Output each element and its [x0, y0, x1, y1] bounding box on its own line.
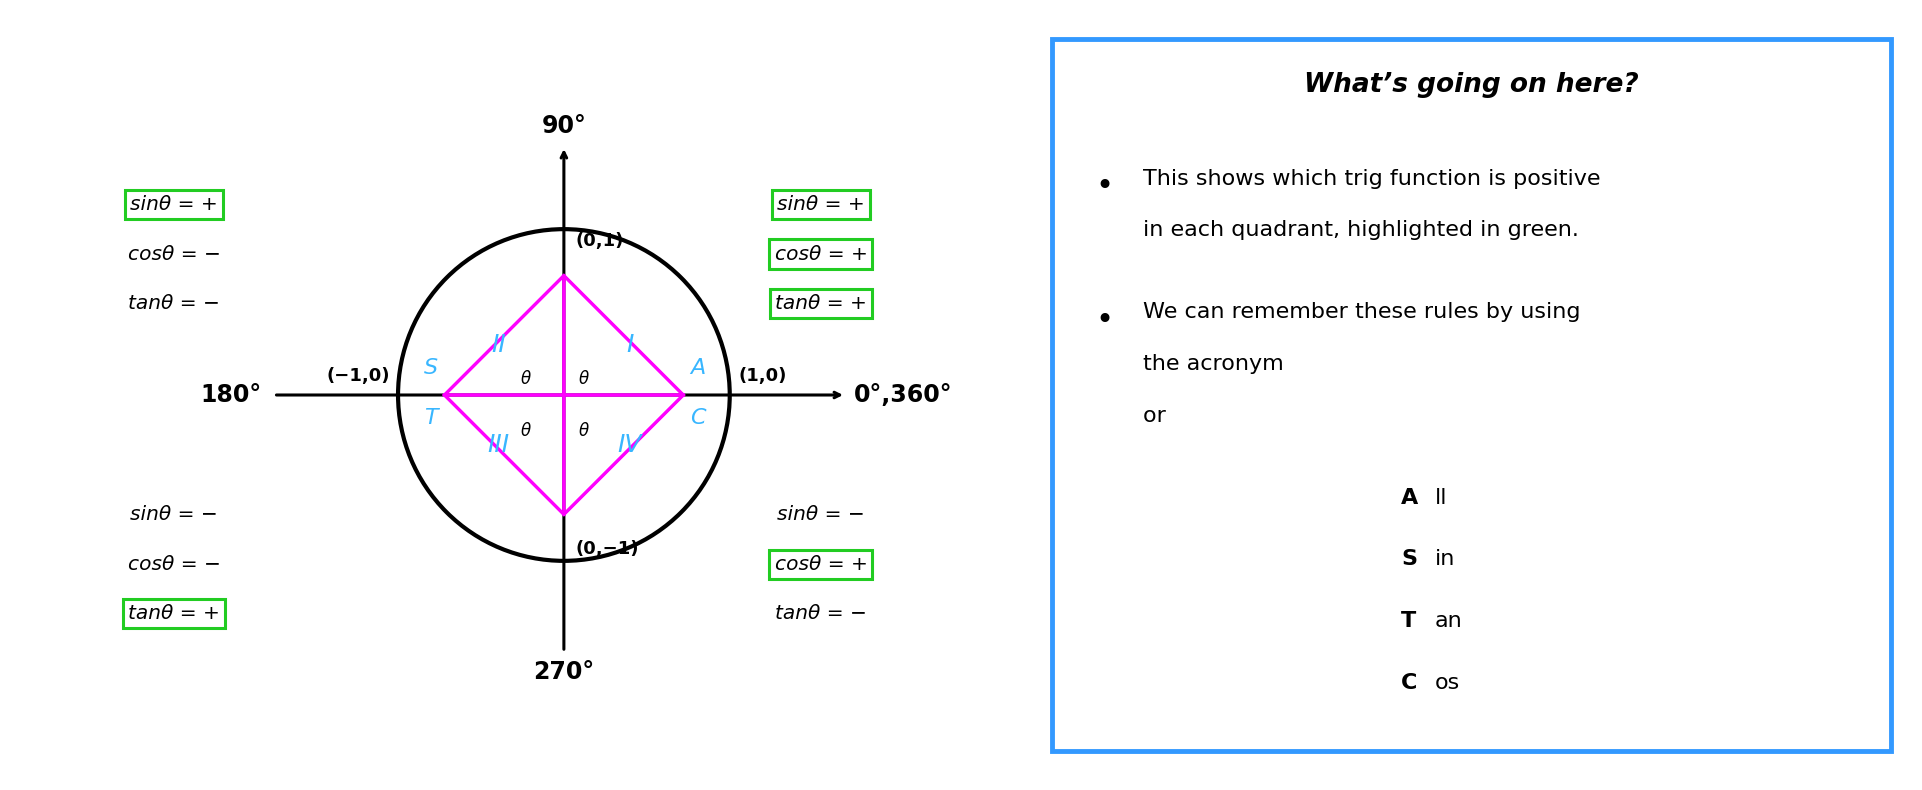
Text: (−1,0): (−1,0) — [327, 367, 390, 385]
Text: cosθ = +: cosθ = + — [775, 555, 867, 574]
FancyBboxPatch shape — [1051, 39, 1891, 751]
Text: IV: IV — [617, 433, 642, 457]
Text: θ: θ — [521, 370, 530, 388]
Text: θ: θ — [579, 422, 588, 440]
Text: an: an — [1434, 611, 1463, 631]
Text: (0,−1): (0,−1) — [575, 540, 638, 558]
Text: 180°: 180° — [200, 383, 261, 407]
Text: 90°: 90° — [542, 114, 586, 138]
Text: (0,1): (0,1) — [575, 232, 625, 250]
Text: ll: ll — [1434, 488, 1447, 508]
Text: or: or — [1144, 406, 1172, 426]
Text: S: S — [423, 359, 438, 378]
Text: tanθ = +: tanθ = + — [775, 295, 867, 314]
Text: A: A — [1401, 488, 1418, 508]
Text: θ: θ — [579, 370, 588, 388]
Text: What’s going on here?: What’s going on here? — [1303, 72, 1639, 98]
Text: cosθ = −: cosθ = − — [127, 555, 221, 574]
Text: tanθ = −: tanθ = − — [129, 295, 221, 314]
Text: C: C — [1401, 673, 1418, 693]
Text: sinθ = +: sinθ = + — [131, 195, 217, 214]
Text: T: T — [1401, 611, 1417, 631]
Text: os: os — [1434, 673, 1461, 693]
Text: sinθ = −: sinθ = − — [776, 505, 865, 524]
Text: θ: θ — [521, 422, 530, 440]
Text: II: II — [490, 333, 505, 357]
Text: cosθ = +: cosθ = + — [775, 245, 867, 264]
Text: This shows which trig function is positive: This shows which trig function is positi… — [1144, 168, 1601, 189]
Text: sinθ = −: sinθ = − — [131, 505, 217, 524]
Text: the acronym: the acronym — [1144, 354, 1292, 374]
Text: 0°,360°: 0°,360° — [853, 383, 953, 407]
Text: tanθ = +: tanθ = + — [129, 604, 221, 623]
Text: S: S — [1401, 550, 1417, 570]
Text: in each quadrant, highlighted in green.: in each quadrant, highlighted in green. — [1144, 220, 1580, 240]
Text: tanθ = −: tanθ = − — [775, 604, 867, 623]
Text: in: in — [1434, 550, 1455, 570]
Text: III: III — [486, 433, 509, 457]
Text: I: I — [627, 333, 632, 357]
Text: We can remember these rules by using: We can remember these rules by using — [1144, 303, 1582, 322]
Text: •: • — [1096, 306, 1113, 335]
Text: T: T — [425, 408, 438, 428]
Text: cosθ = −: cosθ = − — [127, 245, 221, 264]
Text: 270°: 270° — [532, 660, 594, 684]
Text: C: C — [690, 408, 705, 428]
Text: (1,0): (1,0) — [738, 367, 786, 385]
Text: A: A — [690, 359, 705, 378]
Text: sinθ = +: sinθ = + — [776, 195, 865, 214]
Text: •: • — [1096, 172, 1113, 201]
